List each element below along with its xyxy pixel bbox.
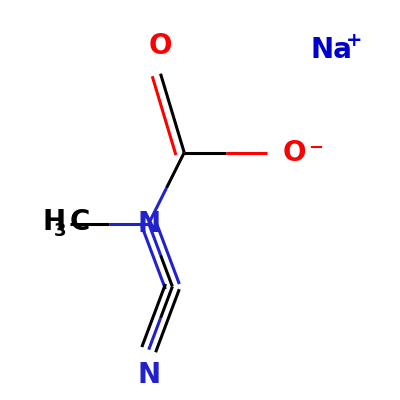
- Text: H: H: [43, 208, 66, 236]
- Text: O: O: [283, 138, 306, 166]
- Text: +: +: [346, 31, 362, 50]
- Text: 3: 3: [53, 222, 66, 240]
- Text: −: −: [308, 139, 324, 157]
- Text: O: O: [149, 32, 172, 60]
- Text: N: N: [137, 210, 160, 238]
- Text: Na: Na: [310, 36, 352, 64]
- Text: N: N: [137, 362, 160, 390]
- Text: C: C: [70, 208, 90, 236]
